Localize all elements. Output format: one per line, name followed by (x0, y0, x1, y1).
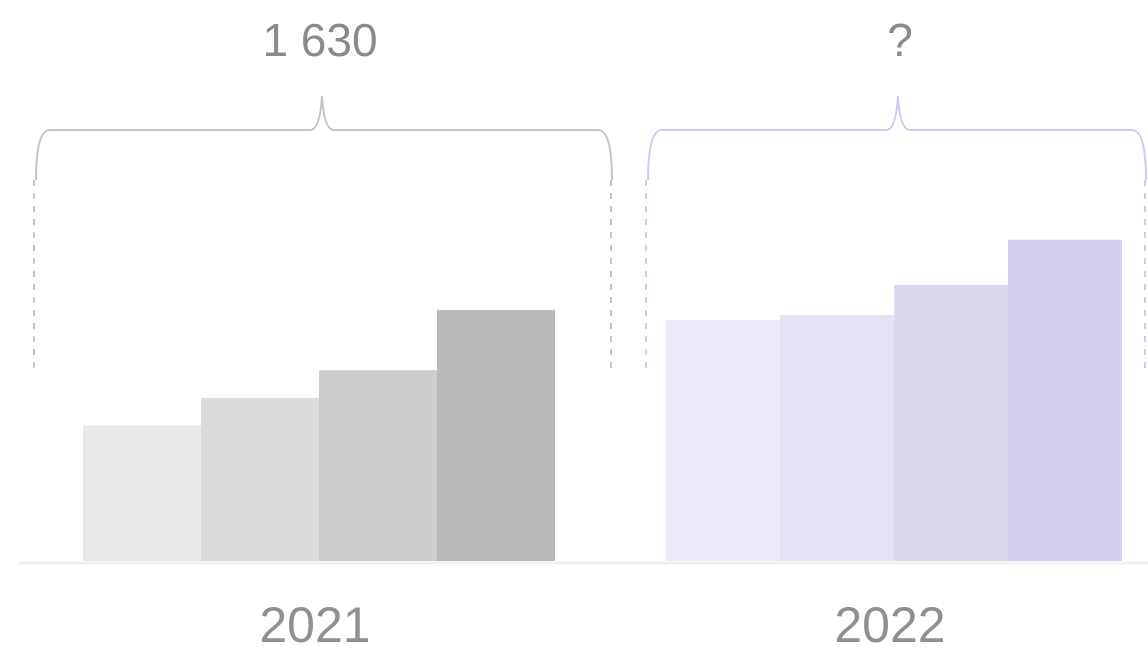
total-label-2021: 1 630 (262, 14, 378, 66)
category-label-2022: 2022 (834, 597, 946, 653)
bracket-2022 (647, 95, 1147, 181)
category-label-2021: 2021 (259, 597, 371, 653)
bar-2022-1 (666, 320, 780, 561)
bar-2021-4 (437, 310, 555, 561)
brackets-layer (33, 95, 1147, 375)
bars-layer (83, 239, 1122, 561)
bar-2022-2 (780, 315, 894, 561)
bar-2022-3 (894, 284, 1008, 561)
bar-2021-3 (319, 370, 437, 561)
total-label-2022: ? (887, 14, 913, 66)
bracket-2021 (35, 95, 613, 181)
bar-2022-4 (1008, 239, 1122, 561)
bar-2021-2 (201, 397, 319, 561)
bar-2021-1 (83, 425, 201, 561)
